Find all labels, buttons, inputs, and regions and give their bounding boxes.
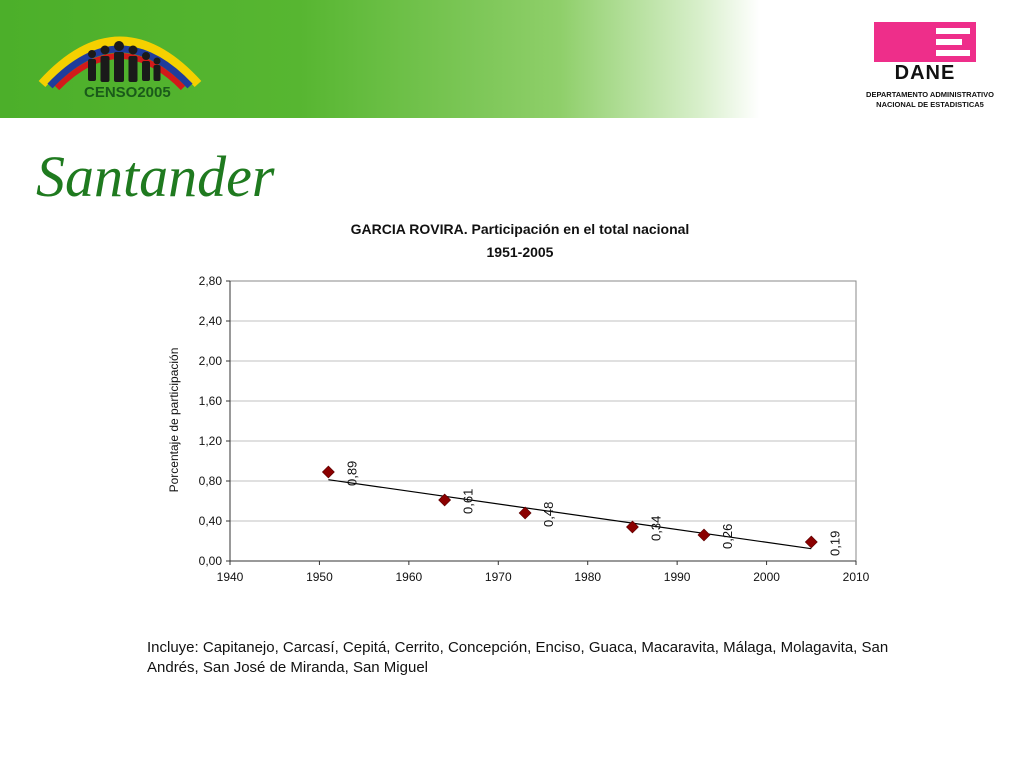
chart-title: GARCIA ROVIRA. Participación en el total… <box>351 221 690 237</box>
y-tick-label: 2,00 <box>199 354 223 368</box>
dane-logo-text: DANE <box>894 62 956 84</box>
dane-logo <box>874 22 976 62</box>
data-point-marker <box>518 506 532 520</box>
data-point-label: 0,89 <box>344 461 359 486</box>
data-point-label: 0,48 <box>541 502 556 527</box>
data-point-label: 0,19 <box>827 531 842 556</box>
data-point-label: 0,26 <box>720 524 735 549</box>
y-tick-label: 2,80 <box>199 274 223 288</box>
data-point-label: 0,61 <box>461 489 476 514</box>
data-point-marker <box>626 520 639 534</box>
data-point-label: 0,34 <box>648 516 663 541</box>
plot-area <box>229 280 857 562</box>
page-title: Santander <box>36 144 275 209</box>
censo-2005-logo <box>38 36 202 91</box>
x-tick-label: 2010 <box>843 570 870 584</box>
chart-subtitle: 1951-2005 <box>487 244 554 260</box>
x-tick-label: 1980 <box>574 570 601 584</box>
y-tick-label: 1,60 <box>199 394 223 408</box>
data-point-marker <box>321 465 335 479</box>
x-tick-label: 2000 <box>753 570 780 584</box>
municipalities-caption: Incluye: Capitanejo, Carcasí, Cepitá, Ce… <box>147 639 889 676</box>
x-tick-label: 1950 <box>306 570 333 584</box>
censo-logo-text: CENSO2005 <box>84 84 171 101</box>
trendline <box>328 479 812 550</box>
y-tick-label: 0,40 <box>199 514 223 528</box>
header-banner: CENSO2005 DANE DEPARTAMENTO ADMINISTRATI… <box>0 0 1024 118</box>
x-tick-label: 1960 <box>396 570 423 584</box>
data-point-marker <box>804 535 818 549</box>
x-tick-label: 1970 <box>485 570 512 584</box>
x-tick-label: 1940 <box>217 570 244 584</box>
y-tick-label: 1,20 <box>199 434 223 448</box>
data-point-marker <box>438 493 452 507</box>
data-point-marker <box>697 528 711 542</box>
x-tick-label: 1990 <box>664 570 691 584</box>
participation-chart: GARCIA ROVIRA. Participación en el total… <box>167 221 870 584</box>
y-tick-label: 0,00 <box>199 554 223 568</box>
dane-subtitle: DEPARTAMENTO ADMINISTRATIVO NACIONAL DE … <box>850 90 1010 110</box>
y-tick-label: 0,80 <box>199 474 223 488</box>
y-tick-label: 2,40 <box>199 314 223 328</box>
y-axis-label: Porcentaje de participación <box>167 348 181 493</box>
dane-subtitle-line-2: NACIONAL DE ESTADISTICA5 <box>876 100 984 109</box>
dane-subtitle-line-1: DEPARTAMENTO ADMINISTRATIVO <box>866 90 994 99</box>
